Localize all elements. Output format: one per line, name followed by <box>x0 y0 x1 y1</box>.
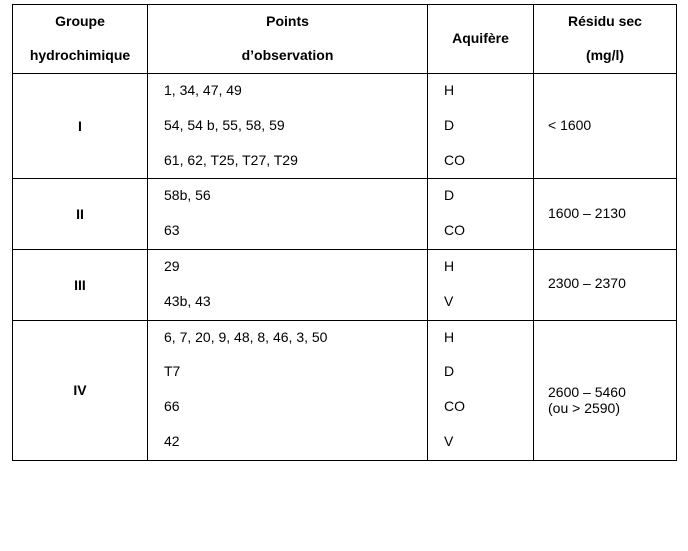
residu-line: 2300 – 2370 <box>548 275 668 292</box>
points-line: 61, 62, T25, T27, T29 <box>164 152 419 169</box>
table-row: IV 6, 7, 20, 9, 48, 8, 46, 3, 50 T7 66 4… <box>13 320 677 460</box>
residu-line: < 1600 <box>548 117 668 134</box>
cell-points: 6, 7, 20, 9, 48, 8, 46, 3, 50 T7 66 42 <box>148 320 428 460</box>
points-line: 29 <box>164 258 419 275</box>
col-header-points: Points d’observation <box>148 5 428 74</box>
aquifer-line: H <box>444 329 525 346</box>
col-header-points-l2: d’observation <box>154 47 421 63</box>
col-header-aquifer: Aquifère <box>428 5 534 74</box>
cell-points: 29 43b, 43 <box>148 249 428 320</box>
aquifer-line: CO <box>444 398 525 415</box>
col-header-aquifer-l1: Aquifère <box>434 30 527 46</box>
points-line: 63 <box>164 222 419 239</box>
cell-residu: 1600 – 2130 <box>534 179 677 250</box>
residu-line: (ou > 2590) <box>548 400 668 417</box>
col-header-group: Groupe hydrochimique <box>13 5 148 74</box>
aquifer-line: H <box>444 82 525 99</box>
cell-points: 1, 34, 47, 49 54, 54 b, 55, 58, 59 61, 6… <box>148 74 428 179</box>
hydrochem-table: Groupe hydrochimique Points d’observatio… <box>12 4 677 461</box>
table-row: I 1, 34, 47, 49 54, 54 b, 55, 58, 59 61,… <box>13 74 677 179</box>
aquifer-line: D <box>444 117 525 134</box>
cell-group: II <box>13 179 148 250</box>
points-line: 66 <box>164 398 419 415</box>
table-container: Groupe hydrochimique Points d’observatio… <box>0 0 688 551</box>
aquifer-line: D <box>444 187 525 204</box>
col-header-residu-l1: Résidu sec <box>540 13 670 29</box>
points-line: 54, 54 b, 55, 58, 59 <box>164 117 419 134</box>
points-line: 42 <box>164 433 419 450</box>
residu-line: 1600 – 2130 <box>548 205 668 222</box>
aquifer-line: D <box>444 363 525 380</box>
aquifer-line: CO <box>444 222 525 239</box>
points-line: 43b, 43 <box>164 293 419 310</box>
table-row: III 29 43b, 43 H V 2300 – 2370 <box>13 249 677 320</box>
col-header-residu-l2: (mg/l) <box>540 47 670 63</box>
points-line: 6, 7, 20, 9, 48, 8, 46, 3, 50 <box>164 329 419 346</box>
cell-group: IV <box>13 320 148 460</box>
cell-group: III <box>13 249 148 320</box>
table-header-row: Groupe hydrochimique Points d’observatio… <box>13 5 677 74</box>
cell-points: 58b, 56 63 <box>148 179 428 250</box>
aquifer-line: H <box>444 258 525 275</box>
col-header-points-l1: Points <box>154 13 421 29</box>
aquifer-line: CO <box>444 152 525 169</box>
aquifer-line: V <box>444 433 525 450</box>
cell-aquifer: H V <box>428 249 534 320</box>
col-header-group-l1: Groupe <box>19 13 141 29</box>
cell-aquifer: H D CO <box>428 74 534 179</box>
points-line: T7 <box>164 363 419 380</box>
points-line: 58b, 56 <box>164 187 419 204</box>
cell-aquifer: H D CO V <box>428 320 534 460</box>
aquifer-line: V <box>444 293 525 310</box>
table-row: II 58b, 56 63 D CO 1600 – 2130 <box>13 179 677 250</box>
residu-line: 2600 – 5460 <box>548 384 668 400</box>
cell-group: I <box>13 74 148 179</box>
points-line: 1, 34, 47, 49 <box>164 82 419 99</box>
cell-residu: < 1600 <box>534 74 677 179</box>
cell-residu: 2600 – 5460 (ou > 2590) <box>534 320 677 460</box>
cell-residu: 2300 – 2370 <box>534 249 677 320</box>
cell-aquifer: D CO <box>428 179 534 250</box>
col-header-group-l2: hydrochimique <box>19 47 141 63</box>
col-header-residu: Résidu sec (mg/l) <box>534 5 677 74</box>
